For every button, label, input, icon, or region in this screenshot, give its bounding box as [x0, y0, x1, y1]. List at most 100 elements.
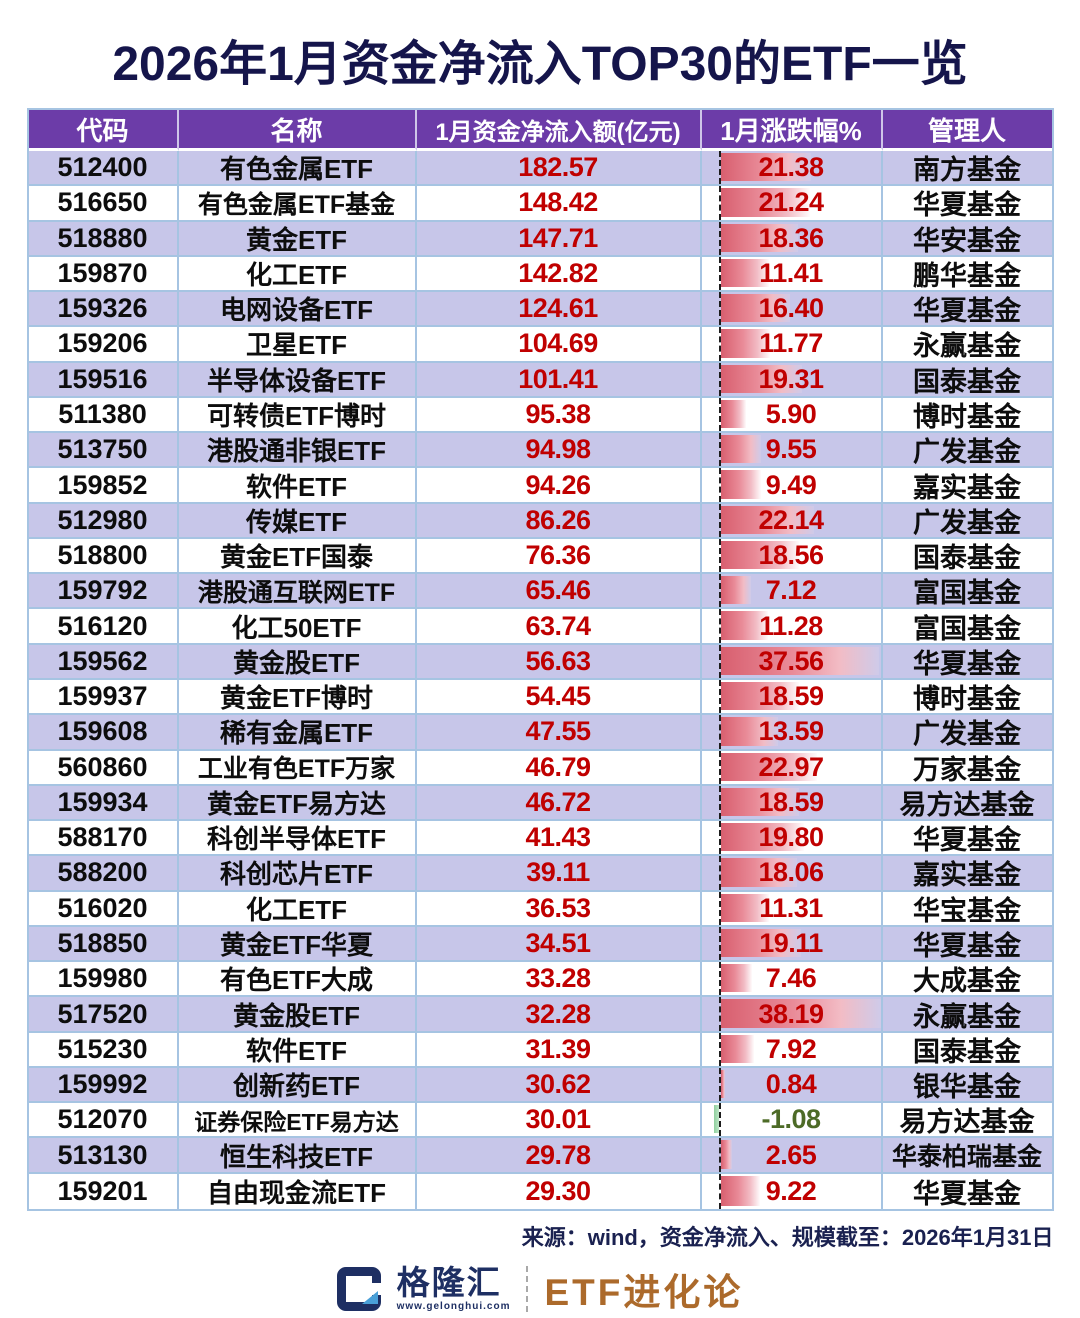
code-cell: 515230	[28, 1032, 179, 1068]
manager-cell: 富国基金	[882, 574, 1052, 610]
positive-change-bar	[720, 752, 817, 781]
manager-cell: 易方达基金	[882, 1103, 1052, 1139]
code-cell: 517520	[28, 997, 179, 1033]
code-cell: 159516	[28, 362, 179, 398]
zero-axis-line	[718, 1032, 721, 1066]
name-cell: 化工50ETF	[178, 609, 417, 645]
code-cell: 518800	[28, 538, 179, 575]
inflow-cell: 29.30	[417, 1173, 702, 1209]
pct-change-value: 19.31	[758, 363, 824, 394]
positive-change-bar	[720, 153, 811, 182]
pct-change-value: 18.36	[758, 222, 824, 253]
positive-change-bar	[720, 1175, 760, 1206]
pct-cell: 19.31	[701, 362, 883, 398]
positive-change-bar	[720, 223, 798, 252]
name-cell: 证券保险ETF易方达	[178, 1103, 417, 1139]
manager-cell: 华泰柏瑞基金	[882, 1138, 1052, 1174]
logo-divider	[526, 1265, 529, 1312]
pct-change-value: 22.97	[758, 751, 824, 782]
table-row: 159852 软件ETF 94.26 9.49 嘉实基金	[28, 468, 1052, 504]
zero-axis-line	[718, 468, 721, 502]
pct-cell: 7.92	[701, 1032, 883, 1068]
pct-change-value: 9.22	[765, 1175, 817, 1206]
name-cell: 黄金ETF	[178, 221, 417, 257]
manager-cell: 华夏基金	[913, 1178, 1021, 1209]
name-cell: 卫星ETF	[178, 327, 417, 363]
name-cell: 黄金股ETF	[178, 644, 417, 680]
name-cell: 黄金ETF易方达	[178, 785, 417, 822]
column-header: 1月涨跌幅%	[701, 110, 883, 151]
pct-change-value: 18.06	[758, 857, 824, 888]
pct-cell: 21.38	[701, 151, 883, 187]
manager-cell: 国泰基金	[882, 539, 1052, 575]
manager-cell: 嘉实基金	[882, 856, 1052, 892]
positive-change-bar	[720, 964, 752, 993]
code-cell: 159206	[28, 327, 179, 363]
table-row: 518850 黄金ETF华夏 34.51 19.11 华夏基金	[28, 926, 1052, 963]
inflow-cell: 47.55	[416, 715, 702, 751]
inflow-cell: 148.42	[416, 186, 702, 222]
name-cell: 软件ETF	[178, 1032, 417, 1068]
name-cell: 有色金属ETF基金	[178, 186, 417, 222]
logo-triangle-shape	[361, 1290, 378, 1304]
table-row: 511380 可转债ETF博时 95.38 5.90 博时基金	[28, 397, 1052, 434]
inflow-cell: 101.41	[416, 362, 702, 398]
manager-cell: 广发基金	[882, 433, 1052, 469]
zero-axis-line	[718, 891, 721, 925]
column-header: 1月资金净流入额(亿元)	[416, 110, 702, 151]
pct-cell: 9.22	[702, 1173, 883, 1209]
code-cell: 159608	[28, 715, 179, 751]
code-cell: 159934	[28, 785, 179, 822]
inflow-cell: 41.43	[416, 821, 702, 857]
pct-change-value: 11.41	[759, 257, 823, 288]
pct-cell: 18.56	[701, 538, 883, 575]
pct-cell: 9.49	[701, 468, 883, 504]
zero-axis-line	[718, 1067, 721, 1102]
name-cell: 工业有色ETF万家	[178, 750, 417, 786]
table-row: 512980 传媒ETF 86.26 22.14 广发基金	[28, 503, 1052, 539]
pct-cell: 11.41	[701, 256, 883, 293]
positive-change-bar	[720, 329, 770, 358]
pct-cell: 21.24	[701, 186, 883, 222]
zero-axis-line	[718, 1138, 721, 1172]
table-row: 515230 软件ETF 31.39 7.92 国泰基金	[28, 1032, 1052, 1068]
inflow-cell: 31.39	[416, 1032, 702, 1068]
column-header: 代码	[28, 110, 179, 151]
inflow-cell: 34.51	[416, 926, 702, 963]
name-cell: 有色ETF大成	[178, 962, 417, 998]
table-row: 159516 半导体设备ETF 101.41 19.31 国泰基金	[28, 362, 1052, 398]
manager-cell: 华夏基金	[882, 821, 1052, 857]
pct-cell: 5.90	[701, 397, 883, 434]
pct-cell: 11.28	[701, 609, 883, 645]
inflow-cell: 36.53	[416, 891, 702, 927]
name-cell: 恒生科技ETF	[178, 1138, 417, 1174]
manager-cell: 国泰基金	[882, 363, 1052, 398]
pct-cell: 19.11	[701, 926, 883, 963]
pct-cell: 7.12	[701, 574, 883, 610]
name-cell: 黄金ETF博时	[178, 679, 417, 716]
brand-name: 格隆汇	[396, 1263, 502, 1301]
manager-cell: 博时基金	[882, 398, 1052, 434]
manager-cell: 嘉实基金	[882, 468, 1052, 504]
inflow-cell: 86.26	[416, 503, 702, 539]
name-cell: 黄金ETF华夏	[178, 926, 417, 963]
table-row: 516120 化工50ETF 63.74 11.28 富国基金	[28, 609, 1052, 645]
table-header-row: 代码 名称 1月资金净流入额(亿元) 1月涨跌幅% 管理人	[28, 110, 1052, 151]
data-source-note: 来源：wind，资金净流入、规模截至：2026年1月31日	[521, 1224, 1054, 1250]
name-cell: 有色金属ETF	[178, 151, 417, 187]
manager-cell: 银华基金	[882, 1068, 1052, 1104]
pct-change-value: 18.59	[758, 681, 824, 712]
pct-cell: 11.31	[701, 891, 883, 927]
manager-cell: 华夏基金	[882, 292, 1052, 328]
page-title: 2026年1月资金净流入TOP30的ETF一览	[112, 38, 968, 91]
inflow-cell: 63.74	[416, 609, 702, 645]
code-cell: 516020	[28, 891, 179, 927]
inflow-cell: 95.38	[416, 397, 702, 434]
pct-change-value: 11.31	[759, 892, 823, 923]
pct-cell: 13.59	[701, 715, 883, 751]
positive-change-bar	[720, 540, 799, 570]
code-cell: 516120	[28, 609, 179, 645]
pct-change-value: 7.12	[765, 575, 817, 606]
zero-axis-line	[718, 679, 721, 714]
table-row: 588170 科创半导体ETF 41.43 19.80 华夏基金	[28, 821, 1052, 857]
